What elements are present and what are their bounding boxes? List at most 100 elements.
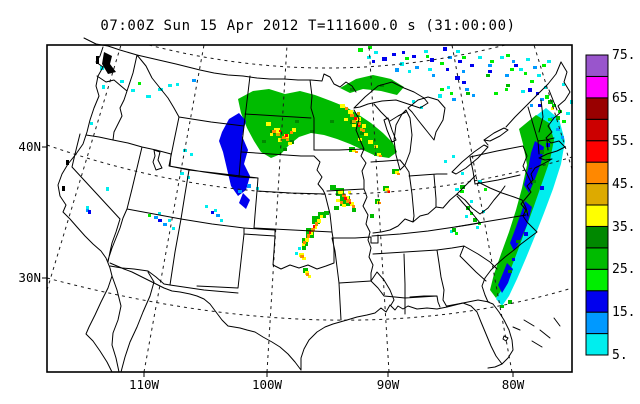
precip-cell xyxy=(190,153,193,156)
precip-cell xyxy=(349,202,351,204)
precip-cell xyxy=(505,88,508,91)
precip-cell xyxy=(146,95,151,98)
colorbar-label: 15. xyxy=(612,305,635,320)
precip-cell xyxy=(415,66,419,69)
precip-cell xyxy=(340,104,345,108)
precip-cell xyxy=(508,270,512,273)
precip-cell xyxy=(360,128,363,131)
precip-cell xyxy=(512,60,515,63)
precip-cell xyxy=(450,230,453,233)
precip-cell xyxy=(548,100,553,104)
precip-cell xyxy=(392,53,396,56)
precip-cell xyxy=(506,54,510,57)
colorbar-label: 5. xyxy=(612,348,628,363)
precip-cell xyxy=(192,79,196,82)
northeast-borders xyxy=(454,61,562,228)
meridian-90w xyxy=(368,44,390,373)
precip-cell xyxy=(283,148,287,151)
axis-ticks xyxy=(42,146,514,377)
meridian-80w xyxy=(451,44,513,373)
precip-cell xyxy=(270,133,273,136)
precip-cell xyxy=(342,204,346,207)
precip-cell xyxy=(516,240,520,243)
mexico-coastlines xyxy=(111,271,155,373)
precip-cell xyxy=(562,83,565,86)
precip-cell xyxy=(148,214,151,217)
us-canada-border xyxy=(83,37,357,93)
meridian-120w xyxy=(46,44,122,291)
plains-state-borders xyxy=(196,79,379,321)
precip-cell xyxy=(368,140,373,144)
precip-cell xyxy=(120,80,124,83)
precip-cell xyxy=(102,85,105,89)
precip-cell xyxy=(506,84,510,87)
precip-cell xyxy=(452,98,456,101)
colorbar-labels: 75. 65. 55. 45. 35. 25. 15. 5. xyxy=(612,48,635,363)
great-salt-lake xyxy=(152,149,163,171)
lat-tick-label: 40N xyxy=(18,139,41,154)
florida-keys xyxy=(487,363,503,369)
precip-cell xyxy=(465,88,469,91)
precip-cell xyxy=(472,94,475,97)
precip-cell xyxy=(220,219,223,222)
precip-cell xyxy=(214,209,217,212)
plot-title: 07:00Z Sun 15 Apr 2012 T=111600.0 s (31:… xyxy=(100,18,515,34)
precip-cell xyxy=(405,57,409,60)
precip-cell xyxy=(216,214,220,217)
precip-cell xyxy=(490,60,494,63)
precip-cell xyxy=(566,112,570,115)
precip-cell xyxy=(340,196,350,206)
precip-cell xyxy=(556,116,560,120)
precip-cell xyxy=(352,208,356,212)
precip-cell xyxy=(488,70,492,73)
precip-cell xyxy=(562,120,566,123)
precip-cell xyxy=(295,120,299,123)
precip-cell xyxy=(542,64,546,67)
precip-cell xyxy=(362,129,365,132)
precip-cell xyxy=(465,215,468,218)
precip-cell xyxy=(350,88,354,91)
precip-cell xyxy=(395,171,399,174)
precip-cell xyxy=(430,58,434,62)
precip-cell xyxy=(292,128,296,132)
precip-cell xyxy=(313,225,315,228)
precip-cell xyxy=(86,206,89,209)
precip-cell xyxy=(438,94,442,98)
precip-cell xyxy=(278,138,282,142)
colorbar-label: 25. xyxy=(612,262,635,277)
precip-cell xyxy=(340,201,343,204)
colorbar-segment xyxy=(585,204,609,227)
precip-cell xyxy=(336,199,340,202)
colorbar-label: 75. xyxy=(612,48,635,63)
colorbar-segment xyxy=(585,97,609,120)
precip-cell xyxy=(180,172,184,175)
precip-cell xyxy=(370,214,374,218)
precip-cell xyxy=(288,142,292,145)
precip-cell xyxy=(211,211,214,214)
precip-cell xyxy=(478,180,482,183)
bahamas-islands xyxy=(512,317,561,348)
precip-cell xyxy=(556,128,560,131)
precip-cell xyxy=(317,219,321,223)
precip-cell xyxy=(154,216,158,219)
precip-cell xyxy=(205,205,208,208)
colorbar-segment xyxy=(585,140,609,163)
precip-cell xyxy=(285,134,288,137)
precip-cell xyxy=(374,145,378,148)
precip-cell xyxy=(266,122,271,126)
precip-cell xyxy=(377,153,381,156)
lake-okeechobee xyxy=(502,335,509,342)
precip-cell xyxy=(458,60,462,63)
plot-frame xyxy=(46,44,573,373)
colorbar-segment xyxy=(585,247,609,270)
precip-cell xyxy=(324,211,329,215)
precip-cell xyxy=(462,70,465,73)
lat-tick-label: 30N xyxy=(18,270,41,285)
great-lakes xyxy=(353,81,509,175)
precip-cell xyxy=(238,190,242,193)
precip-cell xyxy=(456,50,460,53)
precip-cell xyxy=(348,110,353,114)
precip-cell xyxy=(524,210,528,213)
